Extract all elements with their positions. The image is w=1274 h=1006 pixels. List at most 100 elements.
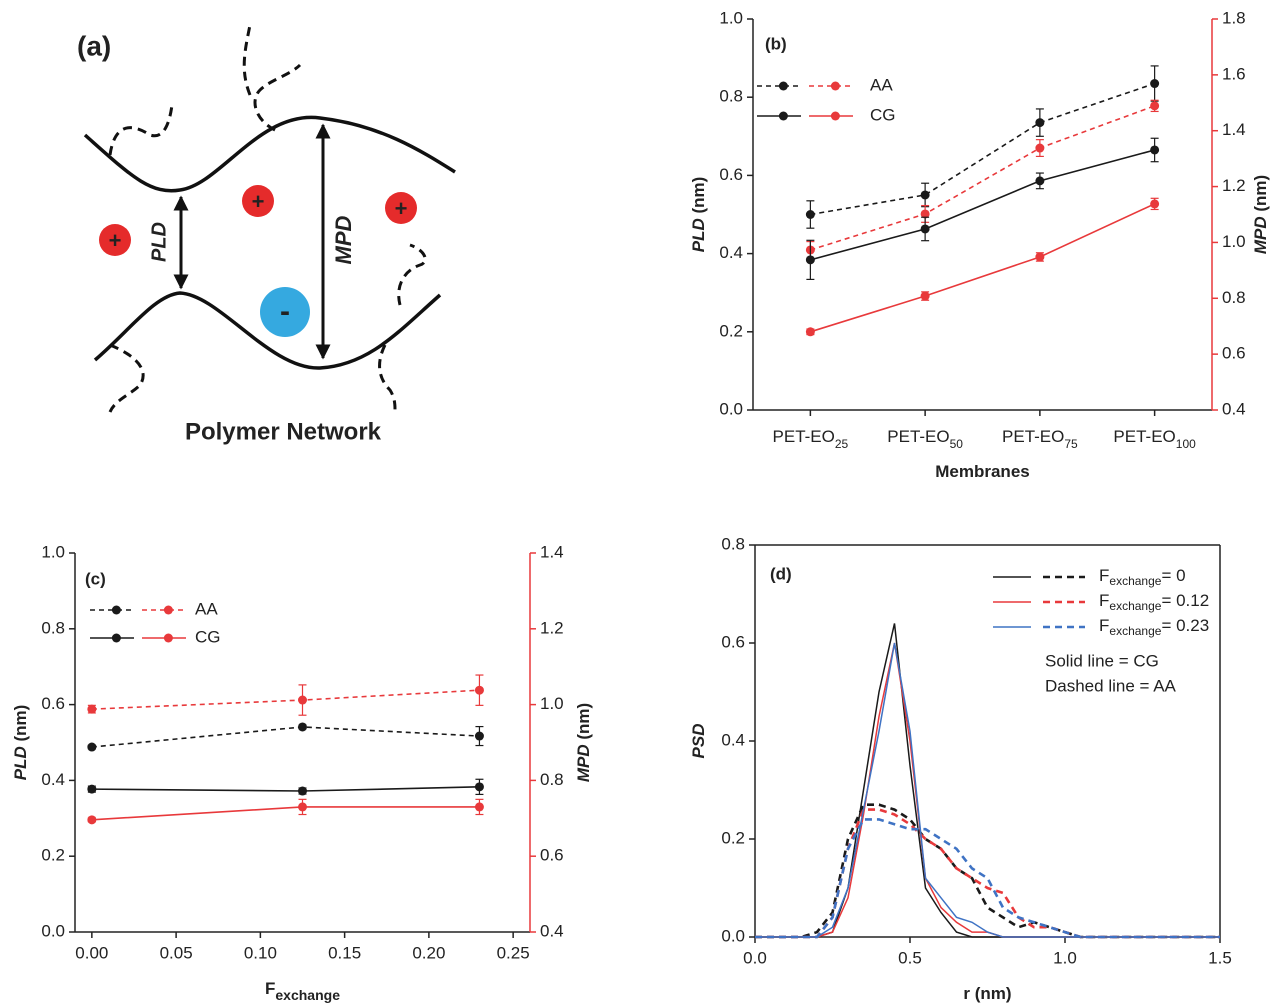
legend-label: Fexchange= 0 [1099,566,1186,588]
legend-marker [163,605,173,615]
legend-marker [111,633,121,643]
x-axis-label: Membranes [935,462,1029,481]
y-tick-label: 0.2 [721,828,745,847]
text-part: F [265,979,275,998]
marker [1035,252,1045,262]
annotation: Dashed line = AA [1045,676,1177,695]
marker [87,784,97,794]
y-tick-label: 1.0 [41,542,65,561]
anion [260,287,310,337]
charge: + [109,228,122,253]
psd-line [755,818,1220,939]
y-axis-label: PSD [689,724,708,759]
text-part: = 0.12 [1161,591,1209,610]
y-tick-label: 0.6 [719,165,743,184]
series-line [810,203,1155,333]
marker [805,210,815,219]
mpd-label: MPD [331,215,356,264]
marker [87,742,97,752]
y-tick-label: 0.0 [721,926,745,945]
x-tick-label: 0.0 [743,948,767,967]
y2-tick-label: 0.6 [1222,344,1246,363]
text-part: F [1099,591,1109,610]
legend-label: CG [195,627,221,646]
side-chain [108,104,174,156]
legend-label: Fexchange= 0.23 [1099,616,1209,638]
marker [1035,118,1045,128]
panel-label: (a) [77,30,111,61]
marker [1035,143,1045,153]
legend-label: Fexchange= 0.12 [1099,591,1209,613]
marker [474,782,484,792]
marker [474,731,484,741]
x-tick-label: 0.5 [898,948,922,967]
x-tick-label: 1.0 [1053,948,1077,967]
y2-tick-label: 1.2 [540,618,564,637]
side-chain [253,63,302,132]
x-axis-label: r (nm) [963,984,1011,1003]
x-tick-label: 0.00 [75,943,108,962]
y2-tick-label: 1.2 [1222,176,1246,195]
cation [242,185,274,217]
text-part: = 0.23 [1161,616,1209,635]
y-axis-label: PLD (nm) [11,705,30,781]
text-part: Membranes [935,462,1029,481]
x-tick-label: 0.05 [160,943,193,962]
legend-marker [830,81,840,91]
marker [920,291,930,301]
y2-tick-label: 0.4 [540,921,564,940]
y-tick-label: 0.8 [41,618,65,637]
series-line [91,689,480,710]
marker [920,224,930,234]
y2-tick-label: 1.4 [540,542,564,561]
text-part: exchange [275,987,340,1003]
marker [805,255,815,265]
y2-axis-label: MPD (nm) [1251,175,1270,254]
y-tick-label: 0.8 [719,87,743,106]
marker [87,704,97,714]
y2-tick-label: 0.4 [1222,399,1246,418]
polymer-chain [83,115,456,193]
panel-label: (c) [85,569,106,588]
marker [87,815,97,825]
caption: Polymer Network [185,418,382,445]
marker [298,722,307,732]
cation [385,192,417,224]
text-part: exchange [1109,574,1161,588]
y-tick-label: 0.8 [721,534,745,553]
annotation: Solid line = CG [1045,651,1159,670]
polymer-chain [93,291,442,370]
y-axis-label: PLD (nm) [689,177,708,253]
charge: - [280,295,290,328]
series-line [91,786,480,792]
charge: + [252,189,265,214]
legend-marker [778,81,788,91]
x-tick-label: 0.25 [497,943,530,962]
side-chain [397,243,427,306]
text-part: F [1099,616,1109,635]
marker [920,209,930,219]
marker [1150,145,1160,155]
marker [474,685,484,695]
x-tick-label: 1.5 [1208,948,1232,967]
marker [298,802,307,812]
x-tick-label: PET-EO25 [773,427,849,451]
y2-tick-label: 1.0 [1222,232,1246,251]
series-line [91,726,480,748]
marker [298,695,307,705]
panel-label: (b) [765,34,787,53]
y2-tick-label: 1.8 [1222,8,1246,27]
x-tick-label: PET-EO100 [1113,427,1196,451]
panel: 0.0 0.2 0.4 0.6 0.8 1.0 0.4 0.6 0.8 1.0 1.2 1.4 0.00… [11,542,593,1002]
legend-label: AA [870,75,893,94]
text-part: F [1099,566,1109,585]
psd-line [755,808,1220,939]
panel-a: (a) PLD MPD + + + - Polymer Network [77,24,456,445]
series-line [91,806,480,821]
charge: + [395,196,408,221]
legend-marker [778,111,788,121]
x-tick-label: 0.15 [328,943,361,962]
side-chain [108,343,145,413]
legend-label: CG [870,105,896,124]
